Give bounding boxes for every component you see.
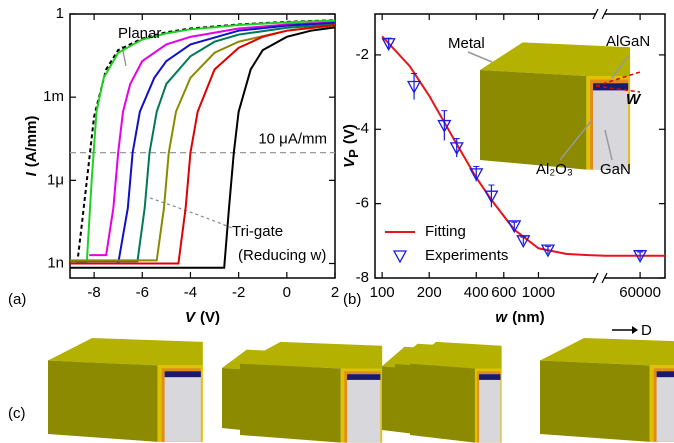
y-tick-label: 1n bbox=[47, 254, 64, 271]
legend-label: Fitting bbox=[425, 223, 466, 240]
x-tick-label: -4 bbox=[184, 284, 197, 301]
reference-label: 10 μA/mm bbox=[258, 131, 327, 148]
inset-label: GaN bbox=[600, 161, 631, 178]
x-tick-label: -6 bbox=[136, 284, 149, 301]
planar-structure bbox=[48, 338, 203, 442]
x-tick-label: 60000 bbox=[619, 284, 661, 301]
x-tick-label: 2 bbox=[331, 284, 339, 301]
inset-structure bbox=[480, 42, 630, 169]
inset-label: Al₂O₃ bbox=[536, 161, 573, 178]
axis-symbol: V bbox=[185, 309, 197, 326]
y-tick-label: 1 bbox=[56, 5, 64, 22]
x-tick-label: 100 bbox=[370, 284, 395, 301]
multi-fin-front bbox=[410, 342, 502, 443]
direction-label: D bbox=[641, 322, 652, 339]
y-axis-label: I (A/mm) bbox=[23, 116, 40, 177]
legend-swatch bbox=[394, 251, 406, 262]
axis-unit: (V) bbox=[200, 309, 220, 326]
y-tick-label: -8 bbox=[356, 269, 369, 286]
y-tick-label: -6 bbox=[356, 195, 369, 212]
x-tick-label: 1000 bbox=[522, 284, 555, 301]
inset-label: AlGaN bbox=[606, 33, 650, 50]
figure: (c) D -8 -6 -4 -2 0 2 1n 1μ 1m 1 10 μA/mm Planar Tri… bbox=[0, 0, 674, 443]
annotation: Tri-gate bbox=[232, 223, 283, 240]
panel-label: (c) bbox=[8, 405, 26, 422]
axis-unit: (nm) bbox=[512, 309, 545, 326]
inset-label: Metal bbox=[448, 35, 485, 52]
annotation: Planar bbox=[118, 25, 161, 42]
x-tick-label: -2 bbox=[232, 284, 245, 301]
x-axis-label: V(V) bbox=[185, 309, 220, 326]
y-tick-label: 1m bbox=[43, 88, 64, 105]
x-tick-label: 400 bbox=[464, 284, 489, 301]
axis-unit: (V) bbox=[341, 124, 358, 144]
inset-label: W bbox=[626, 91, 642, 108]
axis-symbol: I bbox=[23, 171, 40, 176]
trigate-structure bbox=[240, 342, 382, 443]
y-tick-label: 1μ bbox=[47, 171, 64, 188]
panel-label: (a) bbox=[8, 291, 26, 308]
x-tick-label: -8 bbox=[87, 284, 100, 301]
axis-subscript: P bbox=[346, 149, 361, 158]
axis-unit: (A/mm) bbox=[23, 116, 40, 168]
axis-symbol: w bbox=[495, 309, 508, 326]
page: {"chart_data": [ {"type": "line", "panel… bbox=[0, 0, 674, 443]
panel-label: (b) bbox=[343, 291, 361, 308]
x-tick-label: 0 bbox=[283, 284, 291, 301]
tapered-structure bbox=[540, 338, 674, 442]
x-axis-label: w(nm) bbox=[495, 309, 544, 326]
inset-pointer bbox=[468, 52, 492, 62]
x-tick-label: 200 bbox=[417, 284, 442, 301]
annotation: (Reducing w) bbox=[238, 247, 326, 264]
x-tick-label: 600 bbox=[491, 284, 516, 301]
direction-arrow-head bbox=[632, 326, 638, 334]
legend-label: Experiments bbox=[425, 247, 508, 264]
y-tick-label: -2 bbox=[356, 46, 369, 63]
